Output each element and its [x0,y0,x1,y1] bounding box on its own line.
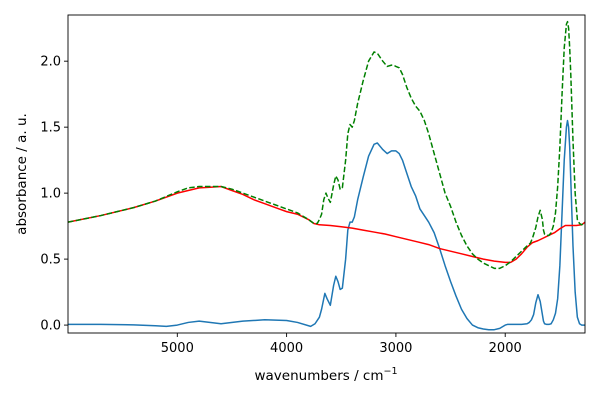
series-line-1 [68,119,585,331]
y-tick-label: 2.0 [40,55,61,70]
x-axis-label-superscript: −1 [384,366,398,377]
series-line-2 [67,185,586,264]
series-line-3 [67,20,586,270]
plot-area [67,20,586,331]
x-tick-label: 5000 [161,341,194,356]
y-axis-label: absorbance / a. u. [14,113,30,235]
axes-frame [67,14,586,334]
x-axis-label-text: wavenumbers / cm [254,368,383,384]
y-tick-label: 1.0 [40,187,61,202]
y-tick-label: 1.5 [40,121,61,136]
y-tick-label: 0.0 [40,319,61,334]
x-tick-label: 4000 [270,341,303,356]
y-tick-label: 0.5 [40,253,61,268]
x-tick-label: 3000 [379,341,412,356]
x-axis: 5000 4000 3000 2000 [161,333,522,356]
x-axis-label: wavenumbers / cm−1 [254,366,397,384]
x-tick-label: 2000 [489,341,522,356]
y-axis: 0.0 0.5 1.0 1.5 2.0 [40,55,68,334]
